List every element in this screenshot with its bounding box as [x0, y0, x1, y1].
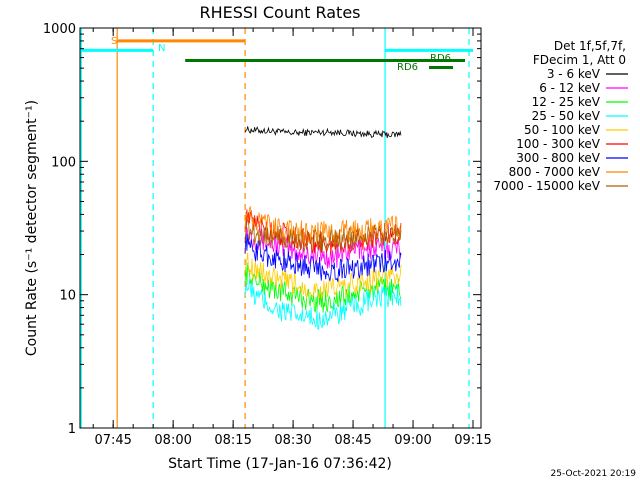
x-tick-label: 08:45: [334, 433, 371, 448]
series-line: [244, 279, 402, 330]
legend-header: Det 1f,5f,7f,: [554, 39, 626, 53]
flag-label: S: [111, 36, 117, 47]
legend-entry: 300 - 800 keV: [516, 151, 600, 165]
y-tick-label: 1000: [43, 22, 76, 37]
x-axis-label: Start Time (17-Jan-16 07:36:42): [168, 456, 392, 472]
chart-title: RHESSI Count Rates: [200, 3, 361, 22]
legend-entry: 100 - 300 keV: [516, 137, 600, 151]
footer-timestamp: 25-Oct-2021 20:19: [551, 469, 637, 479]
flag-bars: S N RD6 RD6: [80, 36, 474, 73]
x-tick-label: 07:45: [94, 433, 131, 448]
x-tick-label: 09:15: [454, 433, 491, 448]
series-line: [244, 227, 402, 269]
legend-entry: 3 - 6 keV: [547, 67, 601, 81]
axis-ticks: 07:45 08:00 08:15 08:30 08:45 09:00 09:15 1 10 10…: [43, 22, 492, 448]
series-line: [244, 218, 402, 253]
plot-frame: [79, 27, 482, 429]
y-tick-label: 1: [68, 422, 76, 437]
legend-entry: 800 - 7000 keV: [509, 165, 601, 179]
flag-label: RD6: [430, 53, 451, 64]
legend-entry: 50 - 100 keV: [524, 123, 601, 137]
series-line: [244, 252, 402, 300]
legend-entry: 7000 - 15000 keV: [493, 179, 600, 193]
x-tick-label: 08:15: [214, 433, 251, 448]
y-tick-label: 100: [51, 155, 76, 170]
series-lines: [244, 126, 402, 330]
series-line: [244, 126, 402, 138]
flag-label: RD6: [397, 62, 418, 73]
series-line: [244, 233, 402, 282]
legend-entry: 6 - 12 keV: [539, 81, 601, 95]
legend-entry: 25 - 50 keV: [532, 109, 601, 123]
legend-header: FDecim 1, Att 0: [533, 53, 626, 67]
flag-label: N: [158, 43, 165, 54]
y-tick-label: 10: [59, 289, 76, 304]
y-axis-label: Count Rate (s⁻¹ detector segment⁻¹): [24, 100, 40, 356]
x-tick-label: 09:00: [394, 433, 431, 448]
legend-entry: 12 - 25 keV: [532, 95, 601, 109]
x-tick-label: 08:30: [274, 433, 311, 448]
x-tick-label: 08:00: [154, 433, 191, 448]
